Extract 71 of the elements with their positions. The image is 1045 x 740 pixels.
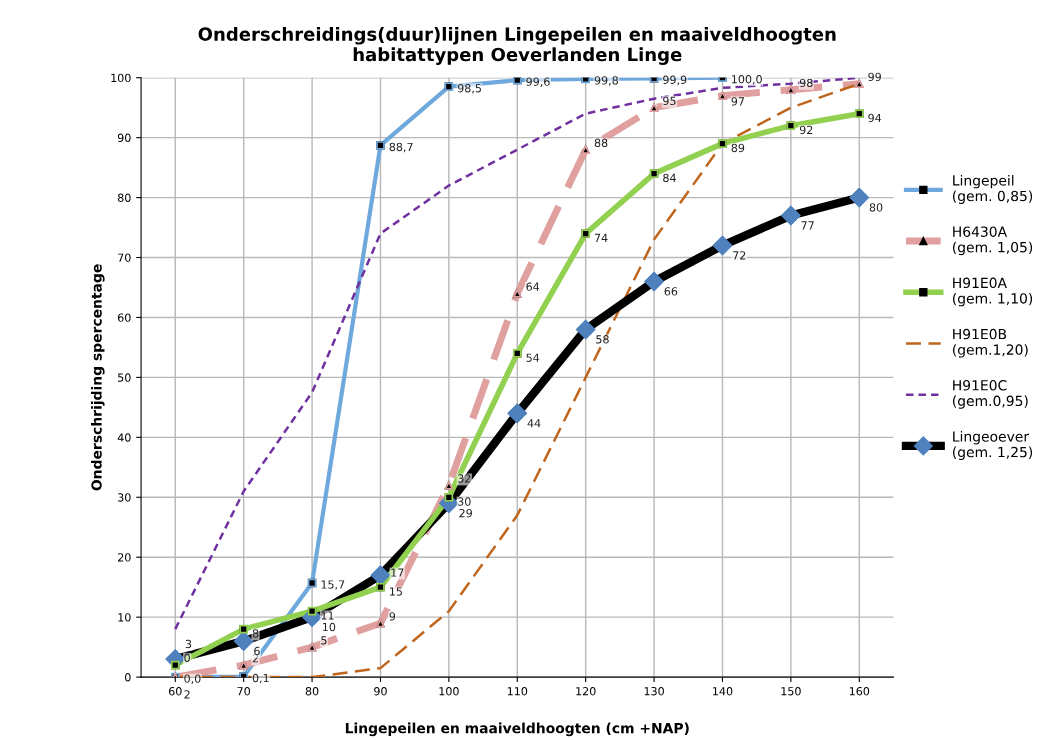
- data-label: 15,7: [321, 580, 345, 590]
- y-tick-label: 40: [117, 433, 131, 442]
- data-label: 98,5: [457, 84, 481, 94]
- data-label: 80: [869, 203, 883, 212]
- x-tick-label: 150: [781, 687, 801, 696]
- data-label: 99,9: [663, 75, 687, 86]
- data-label: 58: [596, 335, 609, 344]
- x-tick-label: 70: [237, 687, 251, 696]
- y-tick-label: 10: [118, 613, 131, 622]
- y-tick-label: 90: [117, 133, 131, 143]
- data-label: 0,1: [252, 673, 269, 684]
- data-label: 97: [731, 97, 744, 106]
- data-label: 64: [526, 282, 540, 291]
- legend-label: H6430A (gem. 1,05): [953, 226, 1033, 256]
- legend-label: Lingeoever (gem. 1,25): [953, 431, 1033, 460]
- x-tick-label: 120: [576, 687, 596, 696]
- data-label: 10: [323, 622, 336, 632]
- legend-label: Lingepeil (gem. 0,85): [953, 174, 1033, 204]
- data-label: 29: [459, 508, 472, 518]
- legend-label: H91E0B (gem.1,20): [953, 328, 1028, 358]
- data-label: 99,6: [526, 77, 550, 87]
- data-label: 9: [389, 612, 396, 621]
- y-tick-label: 50: [118, 373, 131, 382]
- legend-label: H91E0A (gem. 1,10): [953, 277, 1033, 307]
- data-label: 0,0: [184, 674, 201, 684]
- x-tick-label: 160: [849, 687, 870, 696]
- x-tick-label: 60: [168, 687, 182, 696]
- x-tick-label: 80: [305, 687, 319, 696]
- data-label: 30: [458, 497, 471, 506]
- data-label: 74: [594, 233, 608, 242]
- chart-title: Onderschreidings(duur)lijnen Lingepeilen en maaiveldhoogten habitattypen Oeverlanden Linge: [198, 26, 836, 65]
- x-axis-title: Lingepeilen en maaiveldhoogten (cm +NAP): [345, 722, 689, 737]
- y-axis-title: Onderschrijding spercentage: [91, 264, 105, 491]
- data-label: 84: [663, 173, 676, 183]
- y-tick-label: 60: [117, 313, 131, 322]
- y-tick-label: 80: [117, 193, 131, 202]
- data-label: 99,8: [594, 76, 618, 86]
- data-label: 2: [252, 654, 258, 663]
- data-label: 98: [799, 78, 813, 88]
- data-label: 66: [664, 287, 678, 296]
- data-label: 94: [868, 113, 882, 123]
- data-label: 88,7: [389, 142, 413, 153]
- data-label: 95: [663, 96, 676, 106]
- data-label: 0: [184, 653, 190, 662]
- data-label: 100,0: [732, 75, 762, 85]
- x-tick-label: 130: [644, 687, 664, 696]
- y-tick-label: 20: [118, 553, 131, 562]
- data-label: 92: [799, 125, 813, 135]
- data-label: 17: [391, 568, 404, 577]
- x-tick-label: 140: [713, 687, 733, 696]
- data-label: 54: [526, 353, 540, 362]
- data-label: 88: [594, 138, 608, 148]
- x-tick-label: 100: [439, 687, 459, 696]
- data-label: 99: [868, 72, 881, 82]
- data-label: 77: [801, 221, 814, 230]
- data-label: 2: [184, 690, 190, 699]
- legend-label: H91E0C (gem.0,95): [953, 380, 1028, 409]
- y-tick-label: 30: [118, 493, 131, 502]
- data-label: 3: [185, 639, 192, 649]
- x-tick-label: 90: [374, 687, 387, 696]
- data-label: 6: [254, 646, 260, 656]
- data-label: 5: [321, 636, 327, 645]
- data-label: 11: [321, 611, 334, 620]
- data-label: 44: [527, 419, 541, 428]
- y-tick-label: 100: [111, 73, 131, 83]
- data-label: 89: [731, 143, 745, 153]
- data-label: 15: [390, 587, 402, 596]
- y-tick-label: 0: [125, 673, 131, 682]
- x-tick-label: 110: [507, 687, 528, 696]
- data-label: 72: [733, 251, 746, 260]
- y-tick-label: 70: [118, 253, 131, 262]
